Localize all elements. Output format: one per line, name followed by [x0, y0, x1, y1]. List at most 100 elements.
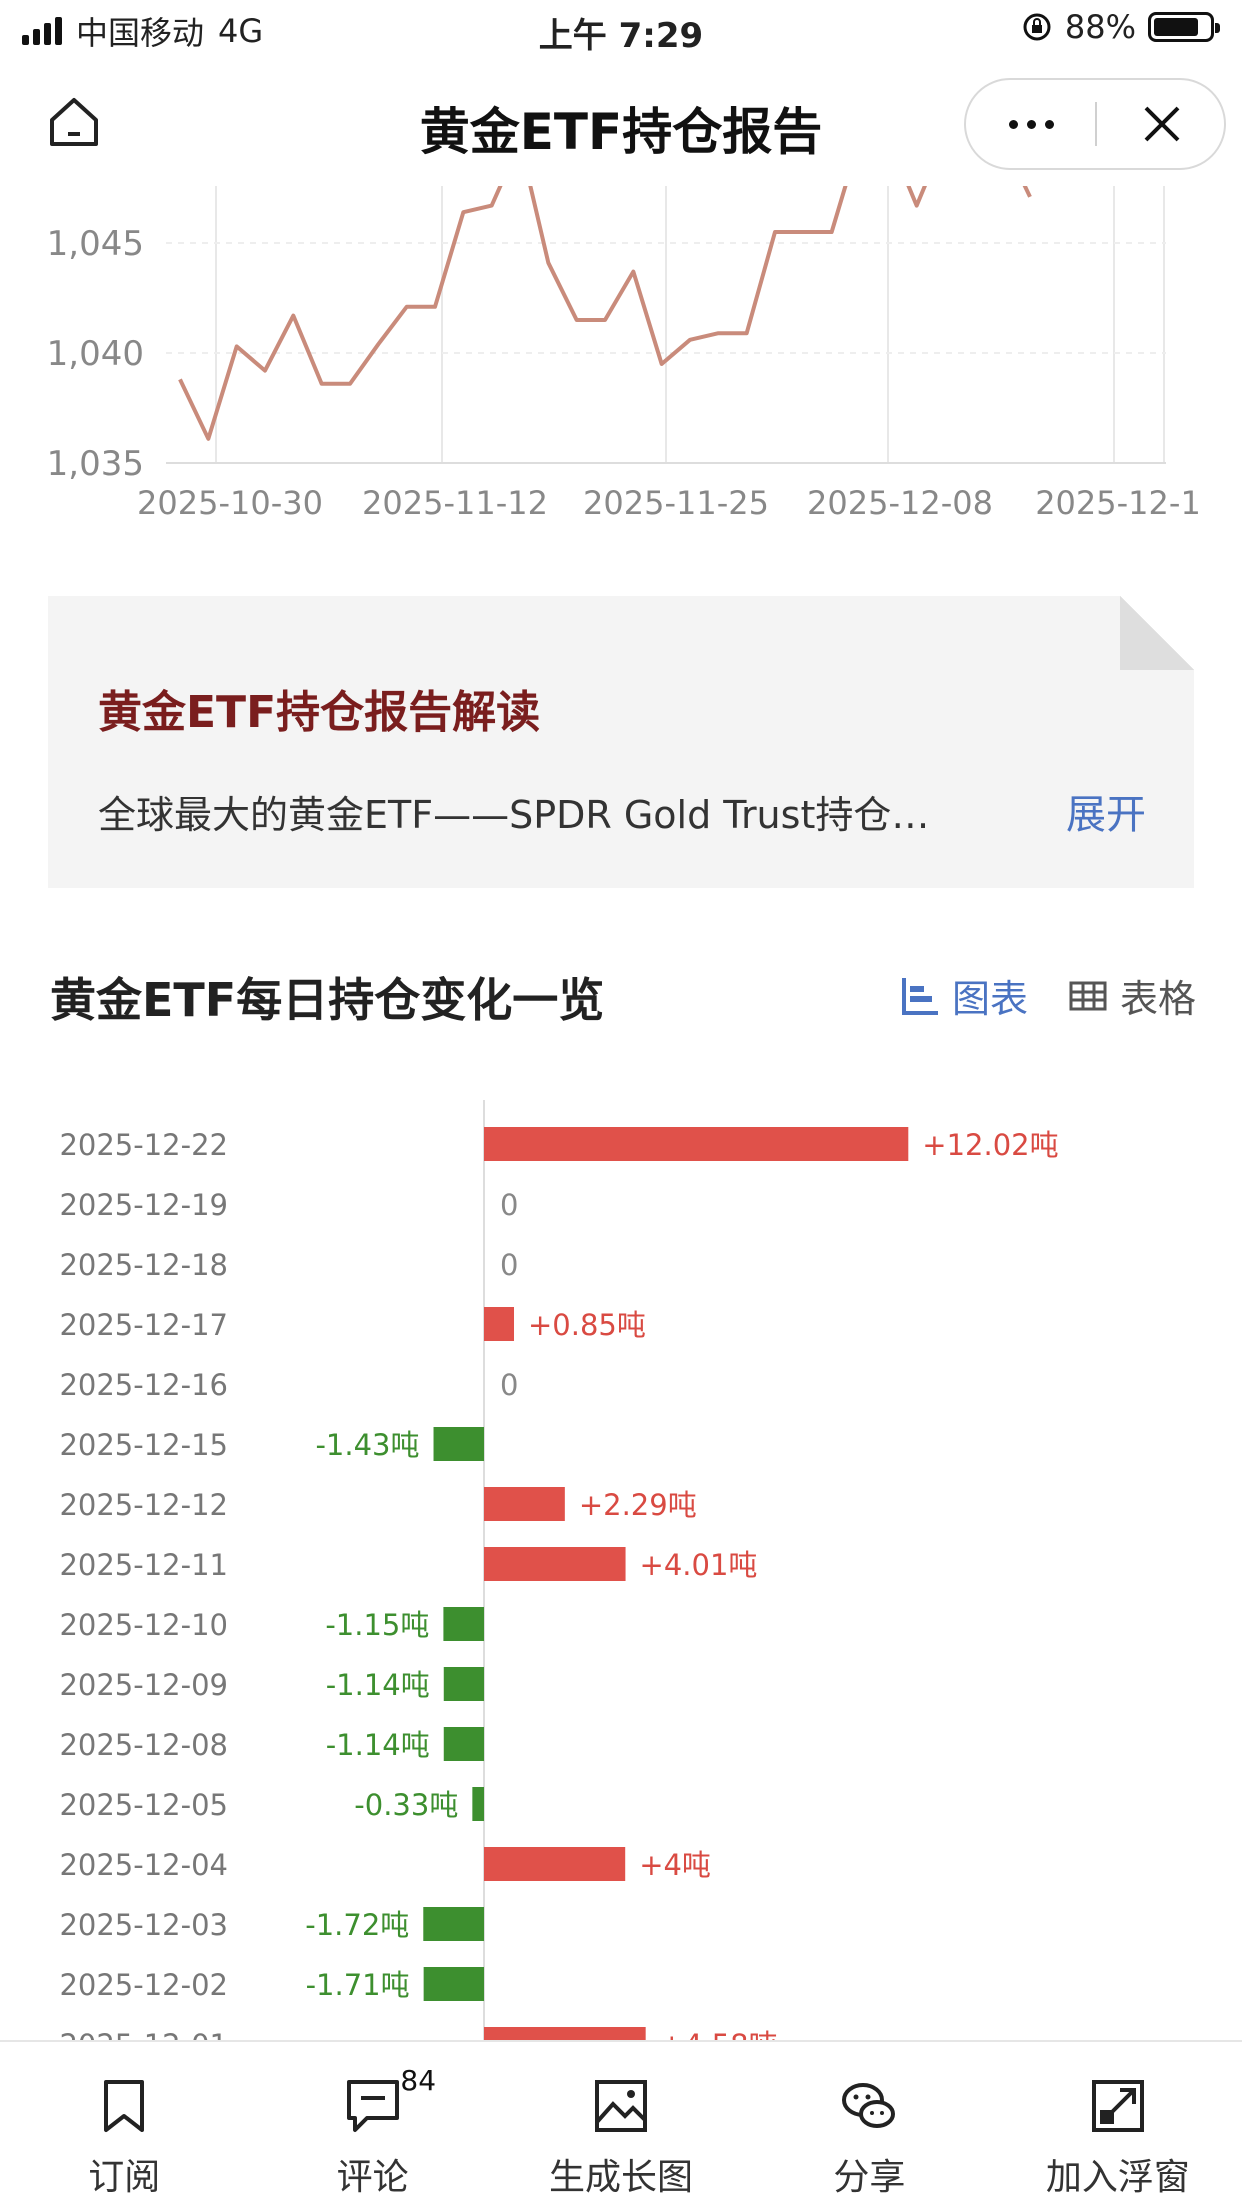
chart-toggle-label: 图表: [952, 977, 1029, 1021]
mini-program-capsule: [964, 78, 1226, 170]
page-fold-corner: [1120, 596, 1194, 670]
holdings-series-line: [178, 186, 1032, 441]
table-toggle[interactable]: 表格: [1068, 968, 1196, 1023]
category-label: 2025-12-09: [59, 1668, 228, 1702]
float-window-icon: [1091, 2080, 1144, 2132]
tab-share[interactable]: 分享: [745, 2042, 993, 2208]
data-label: +0.85吨: [528, 1308, 646, 1342]
tab-generate-image[interactable]: 生成长图: [497, 2042, 745, 2208]
image-icon: [595, 2080, 648, 2132]
tab-subscribe[interactable]: 订阅: [0, 2042, 248, 2208]
expand-link[interactable]: 展开: [1066, 792, 1146, 838]
status-bar: 中国移动 4G 上午 7:29 88%: [0, 0, 1242, 62]
y-tick-label: 1,035: [47, 444, 144, 484]
y-tick-label: 1,040: [47, 334, 144, 374]
category-label: 2025-12-19: [59, 1188, 228, 1222]
tab-label: 评论: [336, 2157, 409, 2198]
tab-label: 分享: [833, 2157, 906, 2198]
interpretation-card: 黄金ETF持仓报告解读 全球最大的黄金ETF——SPDR Gold Trust持…: [48, 596, 1194, 888]
nav-bar: 黄金ETF持仓报告: [0, 62, 1242, 186]
status-right: 88%: [1021, 8, 1220, 46]
card-title: 黄金ETF持仓报告解读: [98, 687, 541, 738]
category-label: 2025-12-22: [59, 1128, 228, 1162]
tab-comment[interactable]: 84 评论: [248, 2042, 496, 2208]
category-label: 2025-12-16: [59, 1368, 228, 1402]
y-tick-label: 1,045: [47, 224, 144, 264]
signal-icon: [22, 17, 62, 45]
x-tick-label: 2025-10-30: [137, 484, 323, 522]
bar: [484, 1487, 565, 1521]
tab-float-window[interactable]: 加入浮窗: [994, 2042, 1242, 2208]
bar-chart-icon: [902, 977, 938, 1015]
bar: [472, 1787, 484, 1821]
category-label: 2025-12-12: [59, 1488, 228, 1522]
table-icon: [1069, 981, 1107, 1010]
more-button[interactable]: [966, 80, 1096, 168]
category-label: 2025-12-15: [59, 1428, 228, 1462]
card-summary: 全球最大的黄金ETF——SPDR Gold Trust持仓…: [98, 793, 930, 837]
category-label: 2025-12-02: [59, 1968, 228, 2002]
category-label: 2025-12-05: [59, 1788, 228, 1822]
rotation-lock-icon: [1023, 13, 1051, 41]
close-button[interactable]: [1097, 80, 1227, 168]
category-label: 2025-12-04: [59, 1848, 228, 1882]
capsule-divider: [1095, 102, 1097, 146]
bookmark-icon: [104, 2080, 145, 2132]
dot-icon: [1008, 119, 1018, 129]
bar: [443, 1727, 484, 1761]
category-label: 2025-12-18: [59, 1248, 228, 1282]
data-label: 0: [500, 1368, 518, 1402]
data-label: -1.71吨: [306, 1968, 410, 2002]
bar: [443, 1607, 484, 1641]
close-icon: [1144, 106, 1180, 142]
tab-label: 加入浮窗: [1045, 2157, 1190, 2198]
category-label: 2025-12-10: [59, 1608, 228, 1642]
category-label: 2025-12-11: [59, 1548, 228, 1582]
battery-percent: 88%: [1064, 8, 1136, 46]
daily-change-bar-chart: 2025-12-22 +12.02吨 2025-12-19 0 2025-12-18 0 2…: [59, 1100, 1059, 2100]
page-title: 黄金ETF持仓报告: [419, 103, 823, 161]
section-title: 黄金ETF每日持仓变化一览: [50, 973, 605, 1027]
battery-icon: [1148, 12, 1220, 42]
bar: [423, 1967, 484, 2001]
data-label: -1.14吨: [326, 1728, 430, 1762]
comment-count-badge: 84: [400, 2064, 437, 2097]
dot-icon: [1044, 119, 1054, 129]
bar: [423, 1907, 484, 1941]
bar: [484, 1547, 626, 1581]
carrier-name: 中国移动: [76, 14, 205, 52]
dot-icon: [1026, 119, 1036, 129]
bar: [484, 1307, 515, 1341]
x-tick-label: 2025-12-1: [1035, 484, 1201, 522]
data-label: 0: [500, 1188, 518, 1222]
bottom-tab-bar: 订阅 84 评论 生成长图 分享: [0, 2040, 1242, 2208]
data-label: 0: [500, 1248, 518, 1282]
status-left: 中国移动 4G: [22, 8, 263, 54]
category-label: 2025-12-17: [59, 1308, 228, 1342]
chart-toggle[interactable]: 图表: [900, 968, 1028, 1023]
data-label: +12.02吨: [922, 1128, 1058, 1162]
table-toggle-label: 表格: [1120, 977, 1197, 1021]
home-icon[interactable]: [44, 92, 104, 152]
bar: [443, 1667, 484, 1701]
bar: [484, 1847, 626, 1881]
category-label: 2025-12-08: [59, 1728, 228, 1762]
bar: [433, 1427, 484, 1461]
wechat-icon: [842, 2083, 896, 2128]
status-time: 上午 7:29: [538, 16, 704, 56]
daily-change-header: 黄金ETF每日持仓变化一览 图表 表格: [0, 960, 1242, 1030]
x-tick-label: 2025-11-25: [583, 484, 769, 522]
data-label: -1.15吨: [325, 1608, 429, 1642]
network-type: 4G: [218, 12, 264, 50]
x-tick-label: 2025-12-08: [807, 484, 993, 522]
data-label: -1.43吨: [315, 1428, 419, 1462]
data-label: +2.29吨: [579, 1488, 697, 1522]
category-label: 2025-12-03: [59, 1908, 228, 1942]
tab-label: 生成长图: [549, 2157, 694, 2198]
x-tick-label: 2025-11-12: [362, 484, 548, 522]
data-label: -0.33吨: [354, 1788, 458, 1822]
data-label: -1.14吨: [326, 1668, 430, 1702]
data-label: +4.01吨: [640, 1548, 758, 1582]
data-label: +4吨: [639, 1848, 711, 1882]
